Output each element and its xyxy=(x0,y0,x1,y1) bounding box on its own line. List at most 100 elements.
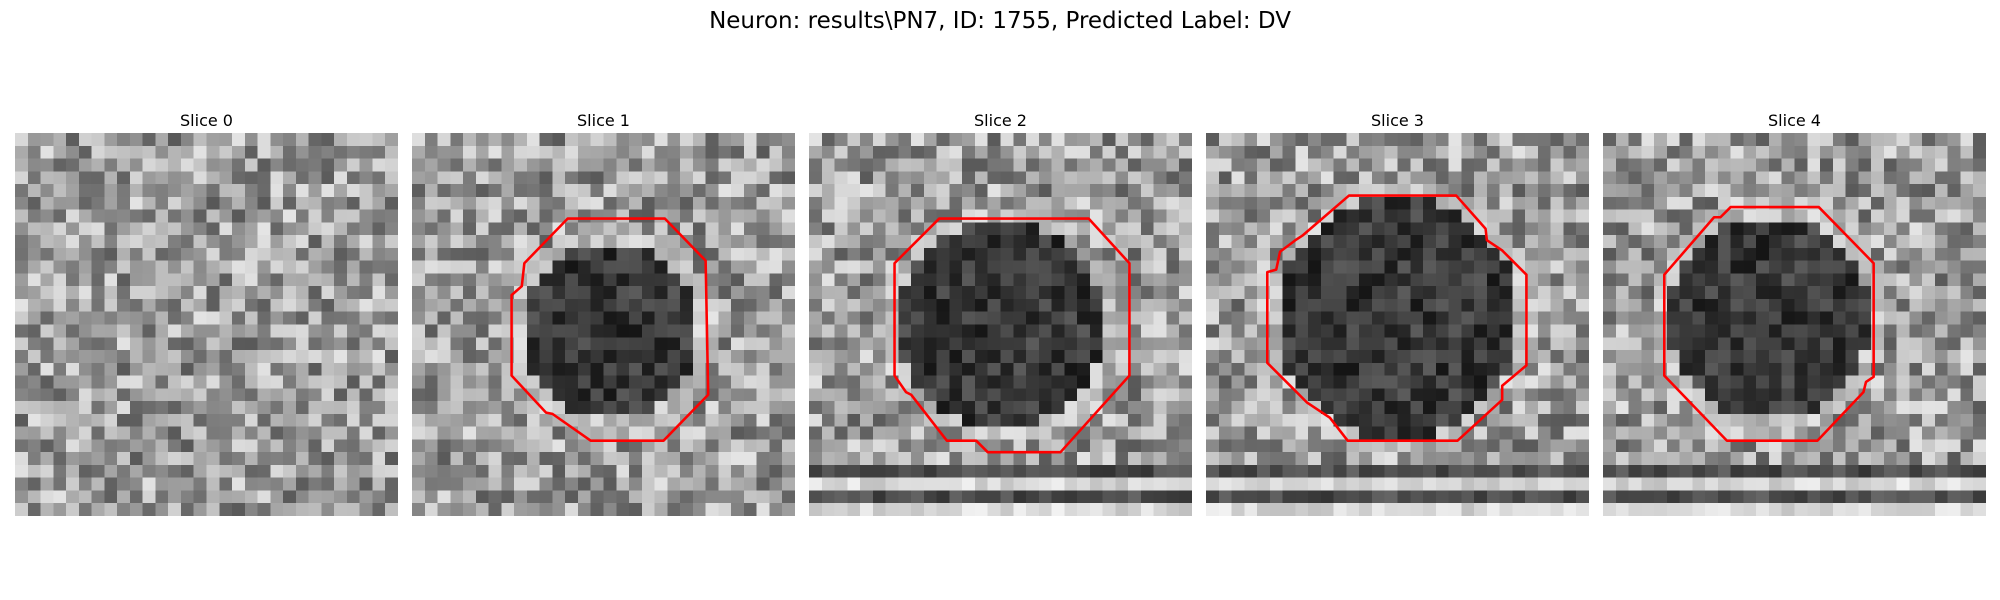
image-pixel xyxy=(1231,324,1245,338)
image-pixel xyxy=(1973,298,1986,312)
image-pixel xyxy=(1679,426,1693,440)
image-pixel xyxy=(1308,247,1322,261)
image-pixel xyxy=(860,222,874,236)
image-pixel xyxy=(782,273,795,287)
image-pixel xyxy=(552,350,566,364)
image-pixel xyxy=(78,490,92,504)
image-pixel xyxy=(1448,273,1462,287)
image-pixel xyxy=(731,171,745,185)
image-pixel xyxy=(1947,145,1961,159)
image-pixel xyxy=(629,247,643,261)
image-pixel xyxy=(756,477,770,491)
image-pixel xyxy=(1000,209,1014,223)
image-pixel xyxy=(412,490,426,504)
image-pixel xyxy=(129,477,143,491)
image-pixel xyxy=(155,247,169,261)
image-pixel xyxy=(1666,375,1680,389)
image-pixel xyxy=(1384,286,1398,300)
image-pixel xyxy=(731,426,745,440)
image-pixel xyxy=(78,324,92,338)
image-pixel xyxy=(743,260,757,274)
image-pixel xyxy=(1537,273,1551,287)
image-pixel xyxy=(1038,426,1052,440)
image-pixel xyxy=(155,324,169,338)
image-pixel xyxy=(257,324,271,338)
image-pixel xyxy=(1807,452,1821,466)
image-pixel xyxy=(1244,133,1258,147)
image-pixel xyxy=(1038,158,1052,172)
image-pixel xyxy=(232,464,246,478)
image-pixel xyxy=(629,311,643,325)
image-pixel xyxy=(1026,439,1040,453)
image-pixel xyxy=(321,222,335,236)
image-pixel xyxy=(488,158,502,172)
image-pixel xyxy=(603,464,617,478)
image-pixel xyxy=(1973,401,1986,415)
image-pixel xyxy=(308,388,322,402)
image-pixel xyxy=(1026,375,1040,389)
image-pixel xyxy=(641,196,655,210)
image-pixel xyxy=(756,311,770,325)
image-pixel xyxy=(782,171,795,185)
image-pixel xyxy=(603,401,617,415)
image-pixel xyxy=(1013,311,1027,325)
image-pixel xyxy=(692,477,706,491)
image-pixel xyxy=(539,247,553,261)
image-pixel xyxy=(743,222,757,236)
image-pixel xyxy=(1717,247,1731,261)
image-pixel xyxy=(616,426,630,440)
image-pixel xyxy=(1346,452,1360,466)
image-pixel xyxy=(180,311,194,325)
image-pixel xyxy=(1781,133,1795,147)
image-pixel xyxy=(1308,145,1322,159)
image-pixel xyxy=(1410,311,1424,325)
image-pixel xyxy=(1089,133,1103,147)
image-pixel xyxy=(1576,439,1589,453)
image-pixel xyxy=(270,362,284,376)
image-pixel xyxy=(1244,324,1258,338)
image-pixel xyxy=(1077,350,1091,364)
image-pixel xyxy=(463,298,477,312)
image-pixel xyxy=(809,439,823,453)
image-pixel xyxy=(437,133,451,147)
image-pixel xyxy=(1820,401,1834,415)
image-pixel xyxy=(731,286,745,300)
image-pixel xyxy=(180,209,194,223)
image-pixel xyxy=(680,222,694,236)
image-pixel xyxy=(437,413,451,427)
image-pixel xyxy=(1231,222,1245,236)
image-pixel xyxy=(193,452,207,466)
image-pixel xyxy=(1269,209,1283,223)
image-pixel xyxy=(860,235,874,249)
image-pixel xyxy=(1641,158,1655,172)
image-pixel xyxy=(475,439,489,453)
image-pixel xyxy=(1820,477,1834,491)
image-pixel xyxy=(1153,413,1167,427)
image-pixel xyxy=(488,439,502,453)
image-pixel xyxy=(1512,158,1526,172)
image-pixel xyxy=(1947,477,1961,491)
image-pixel xyxy=(475,311,489,325)
image-pixel xyxy=(1410,401,1424,415)
image-pixel xyxy=(911,133,925,147)
image-pixel xyxy=(1333,235,1347,249)
image-pixel xyxy=(437,145,451,159)
image-pixel xyxy=(590,184,604,198)
image-pixel xyxy=(283,401,297,415)
image-pixel xyxy=(1371,503,1385,516)
image-pixel xyxy=(463,362,477,376)
image-pixel xyxy=(1845,133,1859,147)
image-pixel xyxy=(1410,490,1424,504)
image-pixel xyxy=(180,184,194,198)
image-pixel xyxy=(1013,145,1027,159)
image-pixel xyxy=(1794,235,1808,249)
image-pixel xyxy=(949,158,963,172)
image-pixel xyxy=(885,273,899,287)
image-pixel xyxy=(463,196,477,210)
image-pixel xyxy=(1486,209,1500,223)
image-pixel xyxy=(1244,209,1258,223)
image-pixel xyxy=(1346,145,1360,159)
image-pixel xyxy=(257,209,271,223)
image-pixel xyxy=(692,464,706,478)
image-pixel xyxy=(809,311,823,325)
